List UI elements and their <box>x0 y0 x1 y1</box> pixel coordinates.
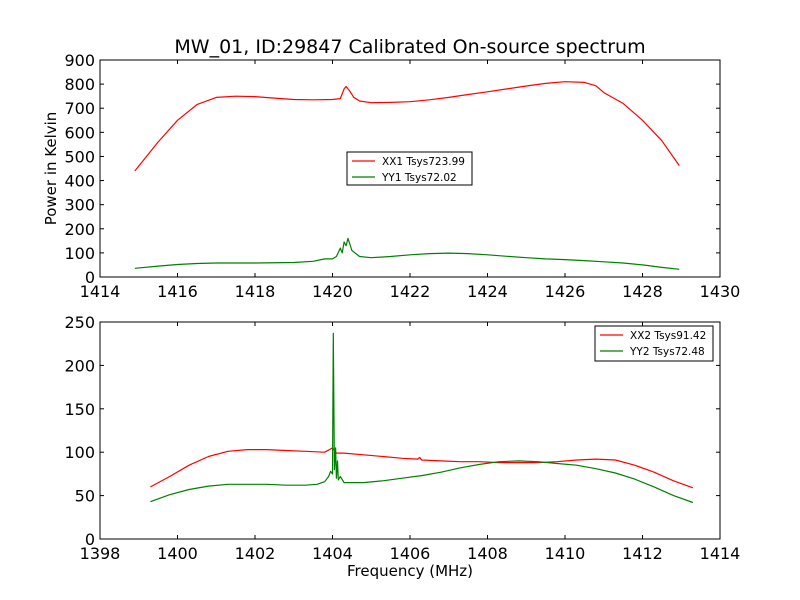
x-tick-label: 1420 <box>312 282 353 301</box>
x-tick-label: 1418 <box>235 282 276 301</box>
x-tick-label: 1430 <box>700 282 741 301</box>
series-line-2-2 <box>150 332 694 504</box>
y-tick-label: 250 <box>64 313 95 332</box>
y-tick-label: 300 <box>64 196 95 215</box>
series-line-1-2 <box>134 237 680 270</box>
legend-entry-label: YY2 Tsys72.48 <box>629 346 705 358</box>
x-tick-label: 1428 <box>622 282 663 301</box>
x-tick-label: 1402 <box>235 544 276 563</box>
series-line-2-1 <box>150 447 694 489</box>
y-tick-label: 900 <box>64 51 95 70</box>
y-tick-label: 600 <box>64 123 95 142</box>
legend-box <box>594 325 714 362</box>
legend-entry-label: YY1 Tsys72.02 <box>381 172 457 184</box>
chart-title: MW_01, ID:29847 Calibrated On-source spe… <box>174 36 645 58</box>
x-tick-label: 1414 <box>80 282 121 301</box>
x-tick-label: 1406 <box>390 544 431 563</box>
x-tick-label: 1414 <box>700 544 741 563</box>
y-axis-label: Power in Kelvin <box>42 112 60 226</box>
y-tick-label: 400 <box>64 172 95 191</box>
legend-entry-label: XX1 Tsys723.99 <box>382 156 465 168</box>
x-tick-label: 1426 <box>545 282 586 301</box>
y-tick-label: 0 <box>85 268 95 287</box>
y-tick-label: 800 <box>64 75 95 94</box>
series-line-1-1 <box>134 81 680 172</box>
x-tick-label: 1410 <box>545 544 586 563</box>
y-tick-label: 200 <box>64 356 95 375</box>
x-tick-label: 1398 <box>80 544 121 563</box>
y-tick-label: 500 <box>64 147 95 166</box>
x-tick-label: 1422 <box>390 282 431 301</box>
x-tick-label: 1408 <box>467 544 508 563</box>
chart-panel-1: 1414 1416 1418 1420 1422 1424 1426 1428 1430 0 100… <box>42 36 740 301</box>
y-tick-label: 150 <box>64 400 95 419</box>
y-tick-label: 200 <box>64 220 95 239</box>
x-tick-label: 1412 <box>622 544 663 563</box>
chart-panel-2: 1398 1400 1402 1404 1406 1408 1410 1412 1414 0 50 1… <box>64 313 740 580</box>
y-tick-label: 100 <box>64 244 95 263</box>
x-axis-label: Frequency (MHz) <box>347 562 473 580</box>
x-tick-label: 1404 <box>312 544 353 563</box>
x-tick-label: 1400 <box>157 544 198 563</box>
legend-entry-label: XX2 Tsys91.42 <box>630 330 706 342</box>
legend-box <box>346 151 473 186</box>
y-tick-label: 100 <box>64 443 95 462</box>
legend-1: XX1 Tsys723.99 YY1 Tsys72.02 <box>346 151 473 186</box>
y-tick-label: 700 <box>64 99 95 118</box>
y-tick-label: 0 <box>85 530 95 549</box>
y-tick-label: 50 <box>75 487 95 506</box>
legend-2: XX2 Tsys91.42 YY2 Tsys72.48 <box>594 325 714 362</box>
x-tick-label: 1416 <box>157 282 198 301</box>
x-tick-label: 1424 <box>467 282 508 301</box>
